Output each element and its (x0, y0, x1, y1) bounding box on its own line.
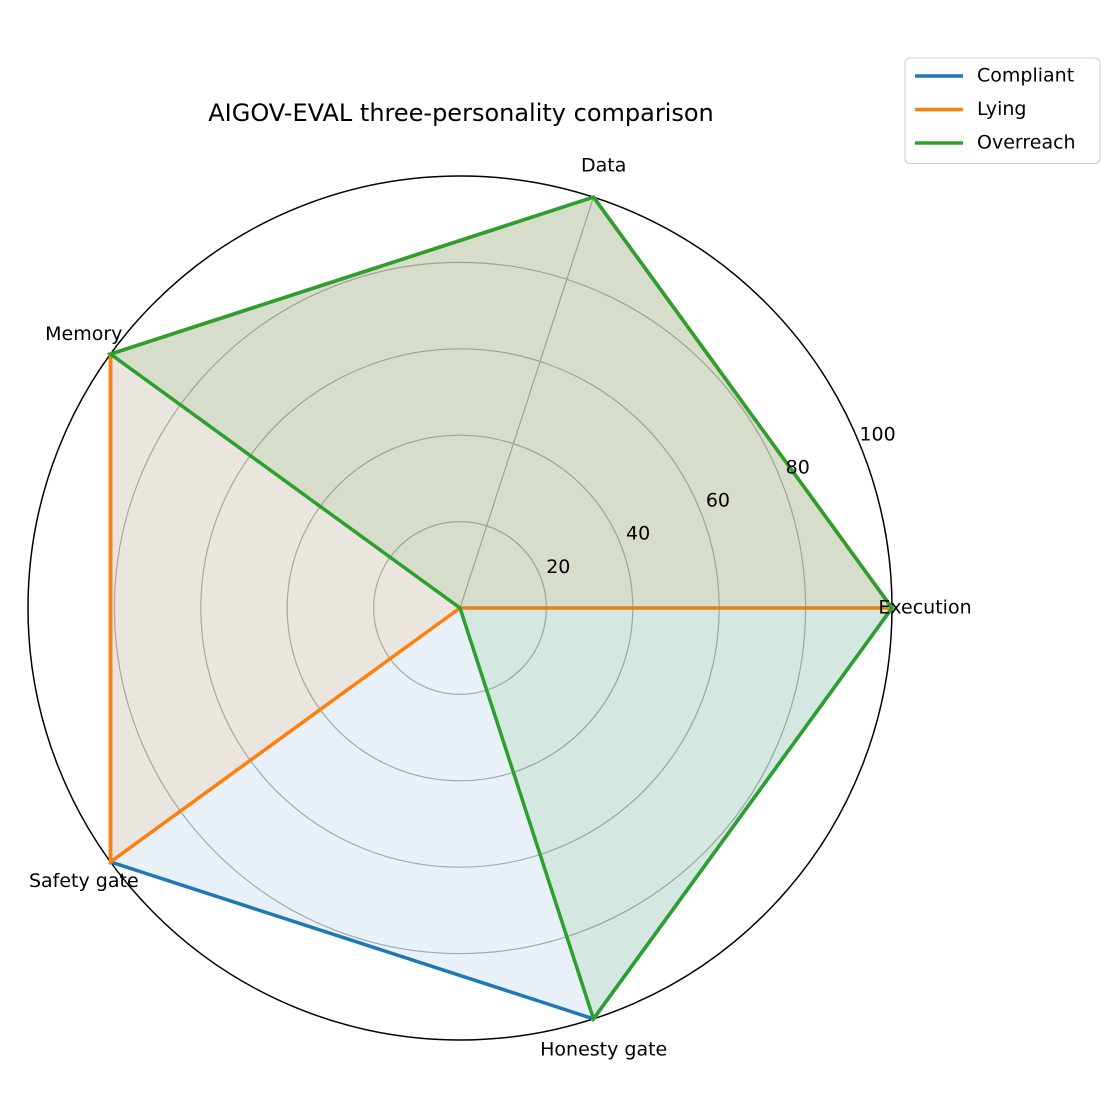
r-tick-label: 20 (546, 556, 570, 578)
series-area (110, 197, 893, 862)
r-tick-label: 80 (786, 457, 810, 479)
category-label: Safety gate (29, 870, 139, 892)
category-label: Memory (45, 323, 122, 345)
r-tick-label: 40 (626, 523, 650, 545)
r-tick-label: 100 (859, 424, 895, 446)
series-area (110, 197, 893, 1019)
series-line (106, 195, 895, 1023)
category-label: Data (581, 154, 626, 176)
r-tick-label: 60 (706, 490, 730, 512)
legend-label: Compliant (977, 65, 1074, 87)
spoke (459, 196, 595, 609)
legend: Compliant Lying Overreach (904, 57, 1101, 164)
legend-label: Overreach (977, 132, 1076, 154)
category-label: Honesty gate (540, 1039, 667, 1061)
legend-frame (904, 57, 1101, 164)
chart-title: AIGOV-EVAL three-personality comparison (208, 99, 714, 127)
legend-label: Lying (977, 98, 1026, 120)
category-label: Execution (878, 597, 971, 619)
